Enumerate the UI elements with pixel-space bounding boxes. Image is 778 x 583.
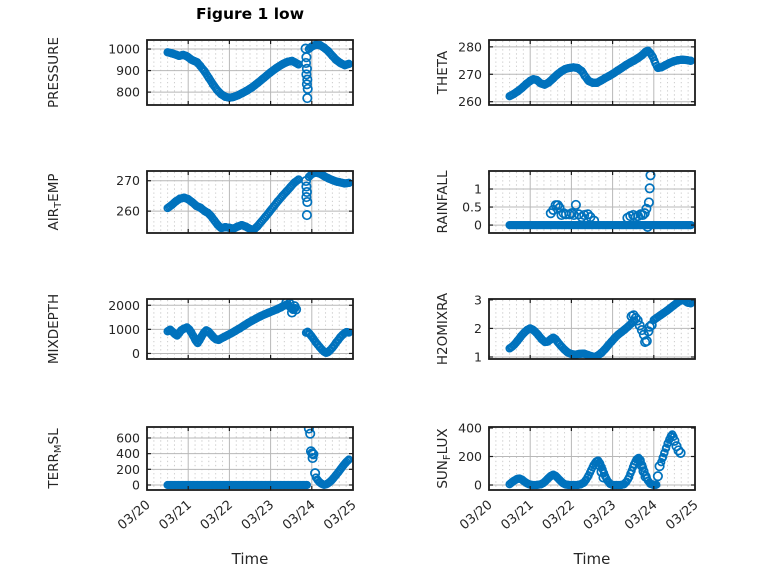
x-tick-label: 03/23 (581, 498, 619, 534)
x-tick-label: 03/25 (321, 498, 359, 534)
x-tick-label: 03/20 (115, 498, 153, 534)
y-tick-label: 280 (458, 39, 482, 54)
y-tick-label: 2000 (108, 298, 140, 313)
x-tick-label: 03/25 (663, 498, 701, 534)
ticks-air-temp (146, 171, 354, 233)
panel-air-temp: 260 270 AIRTEMP (46, 170, 354, 234)
panel-pressure: 800 900 1000 PRESSURE (46, 37, 354, 108)
axes-box-terr-msl (146, 426, 354, 491)
y-tick-label: 400 (116, 446, 140, 461)
data-points-sun-flux (505, 430, 686, 490)
x-tick-label: 03/23 (239, 498, 277, 534)
y-tick-labels-h2omixra: 1 2 3 (474, 292, 482, 364)
data-points-mixdepth (163, 299, 353, 358)
y-tick-label: 1000 (108, 322, 140, 337)
y-tick-label: 1 (474, 182, 482, 197)
x-tick-label: 03/22 (198, 498, 236, 534)
y-tick-label: 3 (474, 292, 482, 307)
ticks-h2omixra (488, 299, 696, 359)
y-tick-labels-mixdepth: 0 1000 2000 (108, 298, 140, 361)
x-axis-label-left: Time (231, 550, 269, 568)
x-tick-label: 03/22 (540, 498, 578, 534)
y-tick-label: 900 (116, 63, 140, 78)
y-tick-label: 270 (458, 67, 482, 82)
grid-theta (489, 40, 695, 105)
data-points-air-temp (163, 171, 353, 233)
y-axis-label-rainfall: RAINFALL (435, 170, 451, 233)
data-points-rainfall (505, 171, 695, 232)
y-axis-label-h2omixra: H2OMIXRA (435, 292, 451, 365)
axes-box-pressure (146, 39, 354, 106)
axes-box-theta (488, 39, 696, 106)
x-tick-label: 03/21 (156, 498, 194, 534)
y-tick-label: 260 (116, 204, 140, 219)
y-tick-label: 1 (474, 350, 482, 365)
y-tick-labels-sun-flux: 0 200 400 (458, 420, 482, 492)
data-points-pressure (163, 40, 353, 104)
axes-box-sun-flux (488, 426, 696, 491)
y-tick-label: 200 (458, 449, 482, 464)
ticks-mixdepth (146, 299, 354, 359)
axes-box-air-temp (146, 170, 354, 234)
y-axis-label-mixdepth: MIXDEPTH (46, 294, 62, 364)
y-tick-label: 2 (474, 321, 482, 336)
y-tick-label: 0 (474, 478, 482, 493)
y-tick-label: 0 (132, 477, 140, 492)
data-points-terr-msl (163, 427, 353, 490)
y-tick-label: 800 (116, 85, 140, 100)
ticks-theta (488, 40, 696, 105)
ticks-pressure (146, 40, 354, 105)
x-tick-labels-terr-msl: 03/20 03/21 03/22 03/23 03/24 03/25 (115, 498, 359, 534)
y-tick-label: 0 (474, 218, 482, 233)
y-tick-label: 0.5 (462, 200, 482, 215)
ticks-terr-msl (146, 427, 354, 490)
y-tick-labels-theta: 260 270 280 (458, 39, 482, 109)
y-tick-label: 200 (116, 462, 140, 477)
x-axis-label-right: Time (573, 550, 611, 568)
grid-air-temp (147, 171, 353, 233)
axes-box-rainfall (488, 170, 696, 234)
data-points-theta (505, 46, 695, 101)
y-tick-labels-air-temp: 260 270 (116, 173, 140, 218)
y-axis-label-terr-msl: TERRMSL (46, 428, 64, 490)
y-axis-label-theta: THETA (435, 50, 451, 95)
y-tick-labels-rainfall: 00.51 (462, 182, 482, 233)
panel-mixdepth: 0 1000 2000 MIXDEPTH (46, 294, 354, 364)
y-tick-label: 1000 (108, 42, 140, 57)
grid-sun-flux (489, 427, 695, 490)
y-tick-label: 0 (132, 346, 140, 361)
y-axis-label-pressure: PRESSURE (46, 37, 62, 108)
panel-h2omixra: 1 2 3 H2OMIXRA (435, 292, 696, 365)
x-tick-label: 03/24 (622, 498, 660, 534)
y-tick-label: 270 (116, 173, 140, 188)
ticks-rainfall (488, 171, 696, 233)
y-tick-label: 260 (458, 94, 482, 109)
figure-title: Figure 1 low (195, 5, 305, 23)
y-tick-labels-pressure: 800 900 1000 (108, 42, 140, 100)
y-tick-label: 400 (458, 420, 482, 435)
y-axis-label-sun-flux: SUNFLUX (435, 428, 453, 488)
ticks-sun-flux (488, 427, 696, 490)
y-tick-label: 600 (116, 430, 140, 445)
y-axis-label-air-temp: AIRTEMP (46, 173, 64, 230)
x-tick-label: 03/21 (498, 498, 536, 534)
x-tick-label: 03/20 (457, 498, 495, 534)
x-tick-labels-sun-flux: 03/20 03/21 03/22 03/23 03/24 03/25 (457, 498, 701, 534)
x-tick-label: 03/24 (280, 498, 318, 534)
panel-theta: 260 270 280 THETA (435, 39, 696, 109)
